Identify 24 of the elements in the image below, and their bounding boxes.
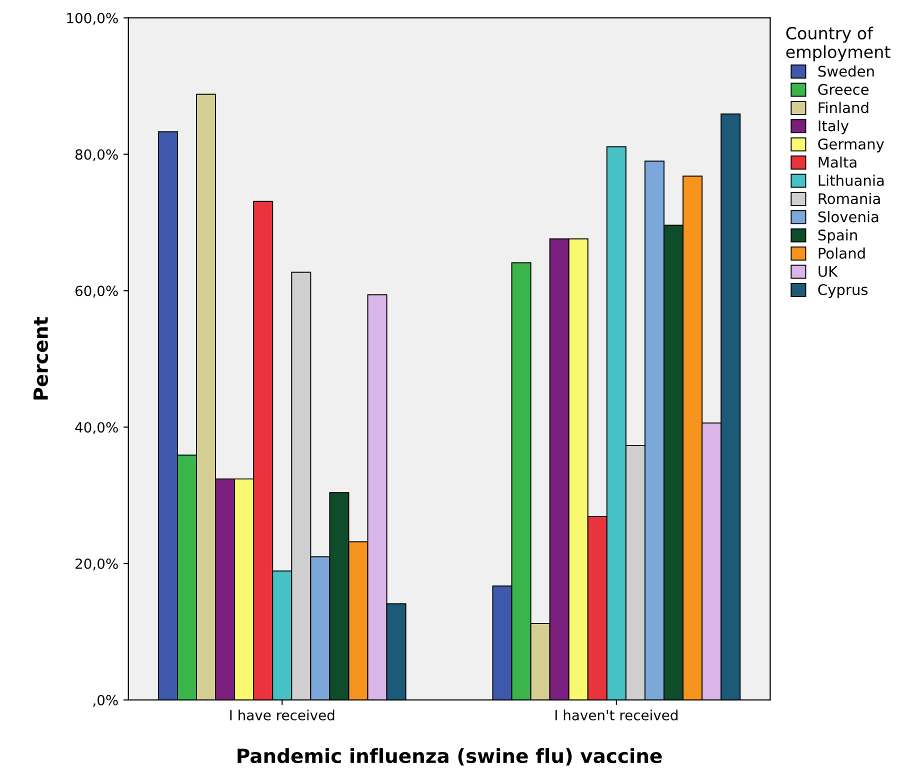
legend-label: UK [818,266,838,277]
y-tick-label: 60,0% [75,286,118,298]
legend-title: Country of employment [786,26,890,62]
legend-label: Cyprus [818,284,868,298]
legend-label: Malta [818,156,856,168]
y-tick-label: ,0% [93,694,118,707]
legend-label: Poland [818,247,865,259]
y-tick-label: 100,0% [67,12,118,25]
legend-label: Greece [818,84,869,95]
x-tick-label: I haven't received [555,710,678,720]
y-tick-label: 20,0% [76,558,118,570]
x-axis-title: Pandemic influenza (swine flu) vaccine [238,748,662,766]
legend-label: Finland [818,102,868,114]
legend-label: Spain [818,229,857,244]
legend-label: Romania [818,192,880,204]
legend-label: Italy [818,120,849,134]
y-tick-label: 40,0% [75,422,118,434]
legend-label: Lithuania [818,174,884,186]
y-axis-title: Percent [34,316,48,400]
legend-label: Slovenia [818,211,878,222]
x-tick-label: I have received [230,710,334,720]
legend-label: Sweden [818,65,874,77]
legend-label: Germany [818,138,884,152]
y-tick-label: 80,0% [75,149,118,162]
